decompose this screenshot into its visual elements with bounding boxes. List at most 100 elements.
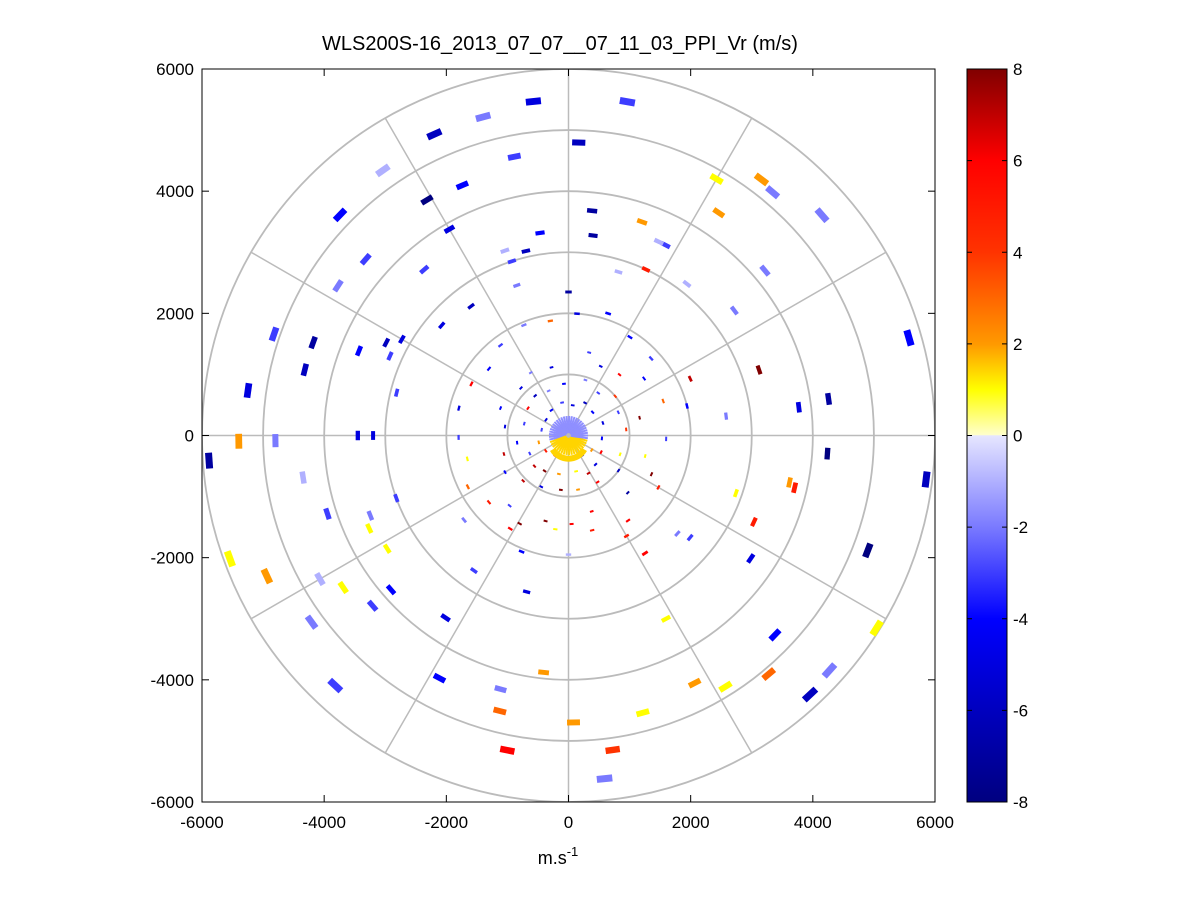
- data-point: [570, 404, 575, 407]
- data-point: [746, 553, 756, 564]
- data-point: [502, 451, 506, 457]
- y-tick-label: -6000: [151, 793, 194, 812]
- data-point: [533, 393, 538, 398]
- y-tick-label: 0: [185, 427, 194, 446]
- data-point: [374, 163, 391, 178]
- data-point: [543, 448, 548, 453]
- data-point: [761, 667, 777, 682]
- data-point: [457, 405, 461, 411]
- data-point: [685, 402, 689, 409]
- data-point: [260, 567, 274, 585]
- grid-ring: [384, 251, 753, 620]
- data-point: [223, 550, 236, 568]
- data-point: [589, 447, 594, 453]
- data-point: [332, 207, 348, 223]
- grid-ring: [445, 312, 692, 559]
- data-point: [535, 230, 545, 236]
- data-point: [308, 335, 318, 350]
- data-point: [526, 406, 530, 411]
- data-point: [537, 440, 541, 445]
- data-point: [419, 264, 430, 275]
- data-point: [544, 417, 548, 422]
- data-point: [469, 381, 474, 387]
- data-point: [589, 509, 594, 513]
- data-point: [589, 528, 595, 532]
- colorbar-tick-label: -2: [1013, 518, 1028, 537]
- data-point: [718, 680, 733, 693]
- data-point: [243, 382, 253, 399]
- data-point: [528, 370, 533, 375]
- data-point: [382, 337, 391, 348]
- data-point: [617, 372, 622, 377]
- grid-ring: [323, 190, 814, 681]
- data-point: [398, 334, 406, 345]
- colorbar-tick-label: 8: [1013, 60, 1022, 79]
- data-point: [903, 329, 915, 347]
- colorbar-tick-label: -4: [1013, 610, 1028, 629]
- data-point: [709, 173, 724, 185]
- data-point: [653, 237, 665, 246]
- data-point: [687, 677, 702, 689]
- data-point: [759, 264, 771, 277]
- data-point: [750, 516, 758, 528]
- y-tick-label: -2000: [151, 549, 194, 568]
- data-point: [497, 342, 504, 348]
- data-point: [791, 482, 799, 494]
- data-point: [682, 279, 692, 289]
- data-point: [586, 207, 598, 214]
- data-point: [304, 614, 319, 630]
- data-point: [616, 410, 620, 415]
- data-point: [314, 571, 326, 587]
- data-point: [824, 447, 831, 460]
- colorbar-tick-label: 4: [1013, 243, 1022, 262]
- data-point: [323, 507, 332, 521]
- data-point: [440, 613, 451, 623]
- data-point: [814, 207, 830, 224]
- data-points: [205, 96, 931, 783]
- data-point: [465, 456, 469, 462]
- data-point: [507, 152, 522, 161]
- data-point: [528, 451, 532, 456]
- data-point: [354, 345, 364, 357]
- data-point: [475, 111, 492, 123]
- data-point: [635, 708, 650, 718]
- data-point: [595, 480, 600, 484]
- data-point: [461, 516, 468, 524]
- data-point: [686, 533, 694, 542]
- data-point: [469, 567, 478, 575]
- data-point: [625, 490, 630, 495]
- data-point: [549, 365, 554, 369]
- data-point: [532, 464, 537, 469]
- data-point: [765, 185, 781, 200]
- data-point: [519, 386, 524, 391]
- data-point: [556, 472, 561, 476]
- data-point: [729, 305, 739, 316]
- x-tick-label: 2000: [672, 813, 710, 832]
- data-point: [382, 543, 392, 555]
- data-point: [795, 401, 802, 413]
- x-tick-label: -2000: [425, 813, 468, 832]
- data-point: [386, 351, 394, 361]
- core-ray: [570, 434, 588, 440]
- colorbar-tick-label: 2: [1013, 335, 1022, 354]
- data-point: [486, 499, 492, 505]
- colorbar-tick-label: -6: [1013, 701, 1028, 720]
- data-point: [587, 351, 592, 354]
- data-point: [687, 375, 693, 383]
- data-point: [525, 97, 542, 106]
- data-point: [443, 224, 456, 235]
- data-point: [420, 194, 434, 206]
- data-point: [492, 706, 507, 716]
- data-point: [588, 232, 598, 239]
- data-point: [625, 518, 631, 523]
- data-point: [546, 389, 551, 393]
- data-point: [507, 526, 513, 531]
- data-point: [724, 412, 729, 420]
- data-point: [366, 510, 375, 521]
- data-point: [753, 172, 770, 187]
- data-point: [518, 549, 525, 554]
- data-point: [327, 677, 344, 694]
- data-point: [268, 326, 280, 342]
- x-tick-label: 0: [564, 813, 573, 832]
- data-point: [507, 503, 512, 508]
